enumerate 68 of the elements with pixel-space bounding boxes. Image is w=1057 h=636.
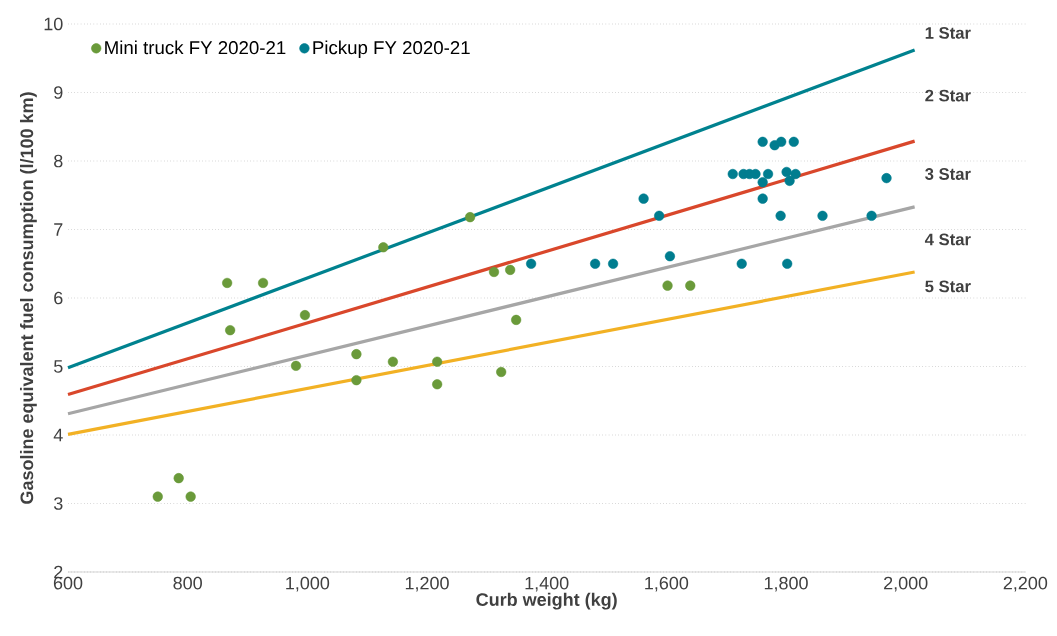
y-axis-title: Gasoline equivalent fuel consumption (l/100 km) bbox=[20, 92, 37, 504]
point bbox=[432, 379, 443, 390]
point bbox=[222, 277, 233, 288]
x-tick-label: 1,000 bbox=[286, 576, 330, 592]
point bbox=[465, 212, 476, 223]
point bbox=[664, 251, 675, 262]
point bbox=[881, 173, 892, 184]
point bbox=[654, 210, 665, 221]
x-tick-label: 2,000 bbox=[884, 576, 928, 592]
point bbox=[762, 168, 774, 180]
annotation: 4 Star bbox=[924, 233, 971, 246]
point bbox=[788, 136, 799, 147]
x-tick-label: 1,600 bbox=[645, 576, 689, 592]
point bbox=[496, 366, 507, 378]
y-tick-label: 7 bbox=[54, 223, 63, 236]
point bbox=[662, 280, 673, 291]
point bbox=[173, 473, 184, 484]
legend-label: Mini truck FY 2020-21 bbox=[105, 40, 286, 55]
point bbox=[378, 242, 389, 253]
point bbox=[782, 258, 793, 269]
point bbox=[727, 168, 738, 180]
point bbox=[776, 136, 787, 147]
y-tick-label: 5 bbox=[53, 360, 63, 373]
x-tick-label: 1,400 bbox=[525, 576, 569, 592]
point bbox=[781, 166, 792, 178]
point bbox=[608, 258, 619, 269]
x-tick-label: 2,200 bbox=[1003, 576, 1048, 592]
point bbox=[757, 136, 768, 147]
point bbox=[638, 193, 649, 204]
point bbox=[432, 356, 443, 367]
legend-label: Pickup FY 2020-21 bbox=[313, 40, 470, 58]
point bbox=[505, 264, 516, 275]
point bbox=[351, 375, 362, 386]
point bbox=[590, 258, 601, 269]
point bbox=[757, 177, 768, 188]
point bbox=[257, 277, 269, 288]
point bbox=[817, 210, 828, 221]
y-tick-label: 6 bbox=[54, 291, 63, 305]
y-tick-label: 10 bbox=[44, 17, 63, 31]
annotation: 2 Star bbox=[925, 89, 971, 102]
point bbox=[685, 280, 696, 291]
point bbox=[790, 168, 801, 180]
y-tick-label: 9 bbox=[54, 86, 63, 99]
point bbox=[526, 258, 537, 269]
x-tick-label: 1,200 bbox=[405, 576, 449, 592]
point bbox=[351, 349, 362, 360]
point bbox=[511, 314, 522, 325]
point bbox=[299, 310, 311, 321]
y-tick-label: 3 bbox=[53, 497, 63, 510]
point bbox=[225, 325, 236, 336]
y-tick-label: 8 bbox=[54, 154, 63, 168]
point bbox=[152, 491, 163, 502]
point bbox=[387, 356, 398, 367]
y-tick-label: 4 bbox=[53, 428, 63, 442]
point bbox=[488, 266, 500, 278]
point bbox=[290, 360, 302, 371]
x-axis-title: Curb weight (kg) bbox=[476, 592, 617, 610]
point bbox=[784, 175, 795, 186]
point bbox=[775, 210, 786, 221]
point bbox=[736, 258, 747, 269]
annotation: 5 Star bbox=[925, 280, 971, 293]
point bbox=[866, 210, 877, 221]
point bbox=[757, 193, 768, 204]
x-tick-label: 800 bbox=[173, 576, 202, 590]
point bbox=[185, 491, 196, 502]
x-tick-label: 1,800 bbox=[764, 576, 808, 592]
annotation: 1 Star bbox=[925, 27, 971, 39]
annotation: 3 Star bbox=[925, 168, 971, 180]
